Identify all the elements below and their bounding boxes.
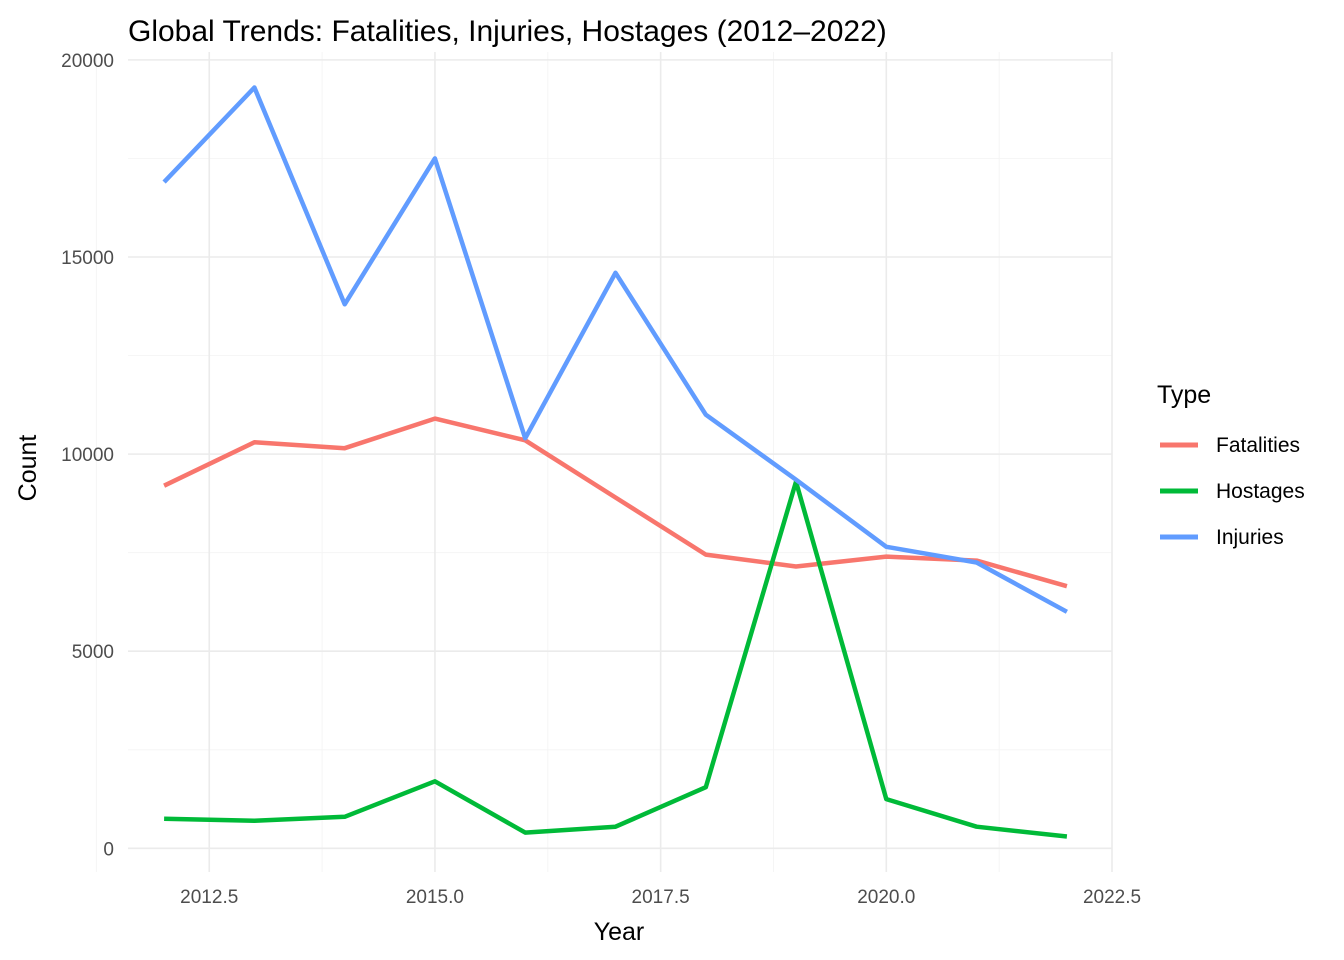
legend: Type Fatalities Hostages Injuries [1157,381,1305,549]
series-line-injuries [162,85,1068,614]
y-tick-label: 10000 [61,445,114,466]
y-tick-label: 5000 [72,642,114,663]
legend-label-injuries: Injuries [1216,526,1284,549]
x-axis-title: Year [594,918,645,946]
legend-title: Type [1157,381,1211,409]
series-line-fatalities [163,416,1068,589]
series-line-hostages [164,479,1068,839]
x-tick-label: 2012.5 [180,887,238,908]
legend-label-fatalities: Fatalities [1216,434,1300,457]
legend-label-hostages: Hostages [1216,480,1305,503]
x-tick-label: 2022.5 [1083,887,1141,908]
y-tick-label: 15000 [61,248,114,269]
y-tick-label: 20000 [61,51,114,72]
minor-gridlines [95,52,1112,872]
series-lines [162,85,1068,839]
x-tick-label: 2020.0 [857,887,915,908]
y-axis-ticks: 0 5000 10000 15000 20000 [61,51,114,860]
x-tick-label: 2015.0 [406,887,464,908]
y-axis-title: Count [14,435,42,502]
chart-title: Global Trends: Fatalities, Injuries, Hos… [128,15,887,48]
major-gridlines [128,52,1113,872]
y-tick-label: 0 [103,839,114,860]
x-axis-ticks: 2012.5 2015.0 2017.5 2020.0 2022.5 [180,887,1141,908]
x-tick-label: 2017.5 [632,887,690,908]
